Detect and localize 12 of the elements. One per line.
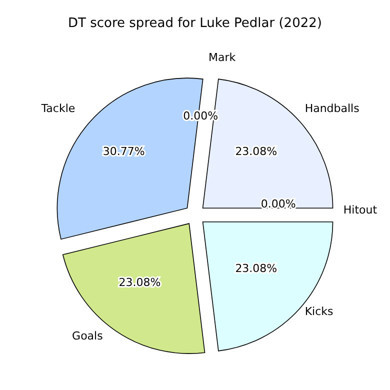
text: 0.00% (260, 198, 296, 210)
data-label: 23.08% (235, 144, 278, 158)
data-label: 30.77% (102, 144, 145, 158)
slice-label: Tackle (40, 102, 76, 115)
category-label: Hitout (343, 204, 378, 216)
data-label: 23.08% (118, 276, 161, 290)
slice-label: Kicks (304, 305, 334, 318)
data-label: 23.08% (235, 262, 278, 276)
slice-label: Goals (72, 330, 104, 343)
category-label: Mark (208, 51, 236, 64)
chart-title: DT score spread for Luke Pedlar (2022) (67, 16, 323, 31)
slice-label: Handballs (304, 102, 360, 115)
